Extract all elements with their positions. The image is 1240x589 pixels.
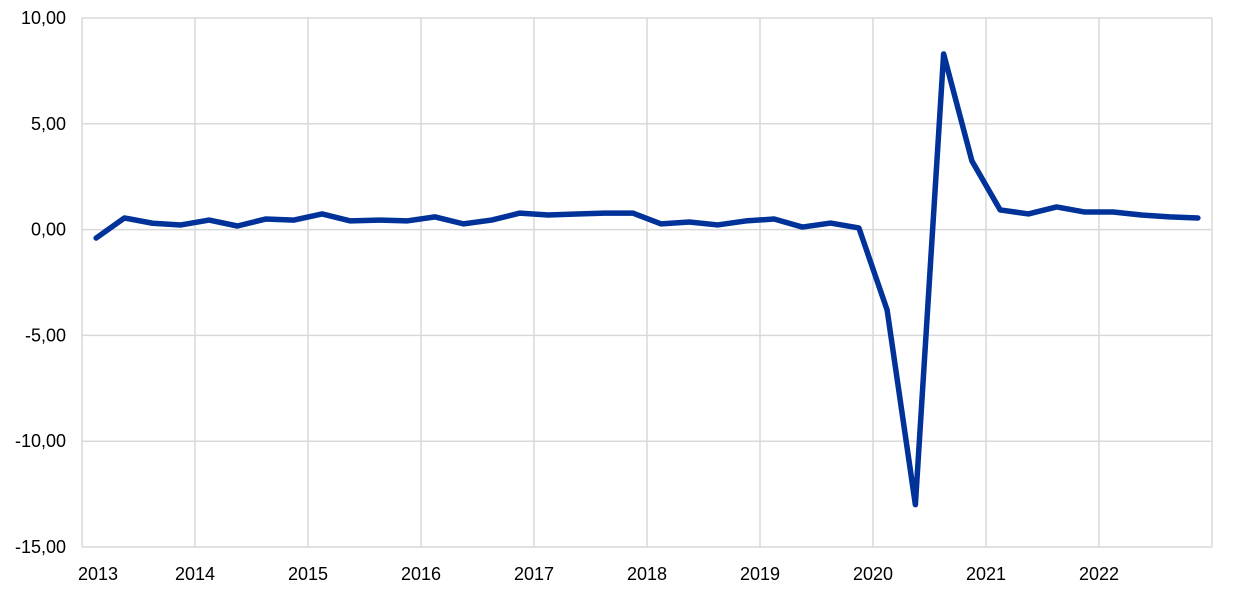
x-tick-label: 2016 xyxy=(401,564,441,584)
x-tick-label: 2021 xyxy=(966,564,1006,584)
x-tick-label: 2018 xyxy=(627,564,667,584)
x-tick-label: 2015 xyxy=(288,564,328,584)
y-tick-label: -15,00 xyxy=(15,537,66,557)
x-tick-label: 2013 xyxy=(78,564,118,584)
y-tick-label: 0,00 xyxy=(31,220,66,240)
x-tick-label: 2019 xyxy=(740,564,780,584)
y-tick-label: -5,00 xyxy=(25,325,66,345)
y-tick-label: 10,00 xyxy=(21,8,66,28)
series-line xyxy=(93,51,1201,508)
x-tick-label: 2017 xyxy=(514,564,554,584)
y-tick-label: 5,00 xyxy=(31,114,66,134)
x-tick-label: 2014 xyxy=(175,564,215,584)
x-tick-label: 2020 xyxy=(853,564,893,584)
y-tick-label: -10,00 xyxy=(15,431,66,451)
x-tick-label: 2022 xyxy=(1079,564,1119,584)
